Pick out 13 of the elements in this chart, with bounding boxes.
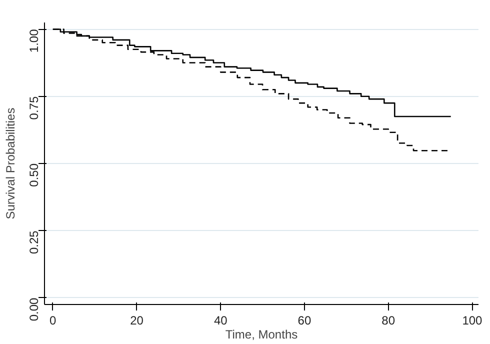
x-tick-label: 60 [298,314,312,328]
x-tick-label: 0 [50,314,57,328]
x-tick-label: 100 [462,314,483,328]
y-tick-label: 0.00 [27,297,41,322]
y-tick-label: 0.50 [27,163,41,187]
x-tick-label: 20 [130,314,144,328]
x-tick-label: 80 [382,314,396,328]
x-axis-title: Time, Months [225,328,298,342]
y-axis-title: Survival Probabilities [4,108,18,220]
y-tick-label: 0.25 [27,230,41,254]
y-tick-label: 1.00 [27,28,41,53]
x-tick-label: 40 [214,314,228,328]
y-tick-label: 0.75 [27,96,41,120]
